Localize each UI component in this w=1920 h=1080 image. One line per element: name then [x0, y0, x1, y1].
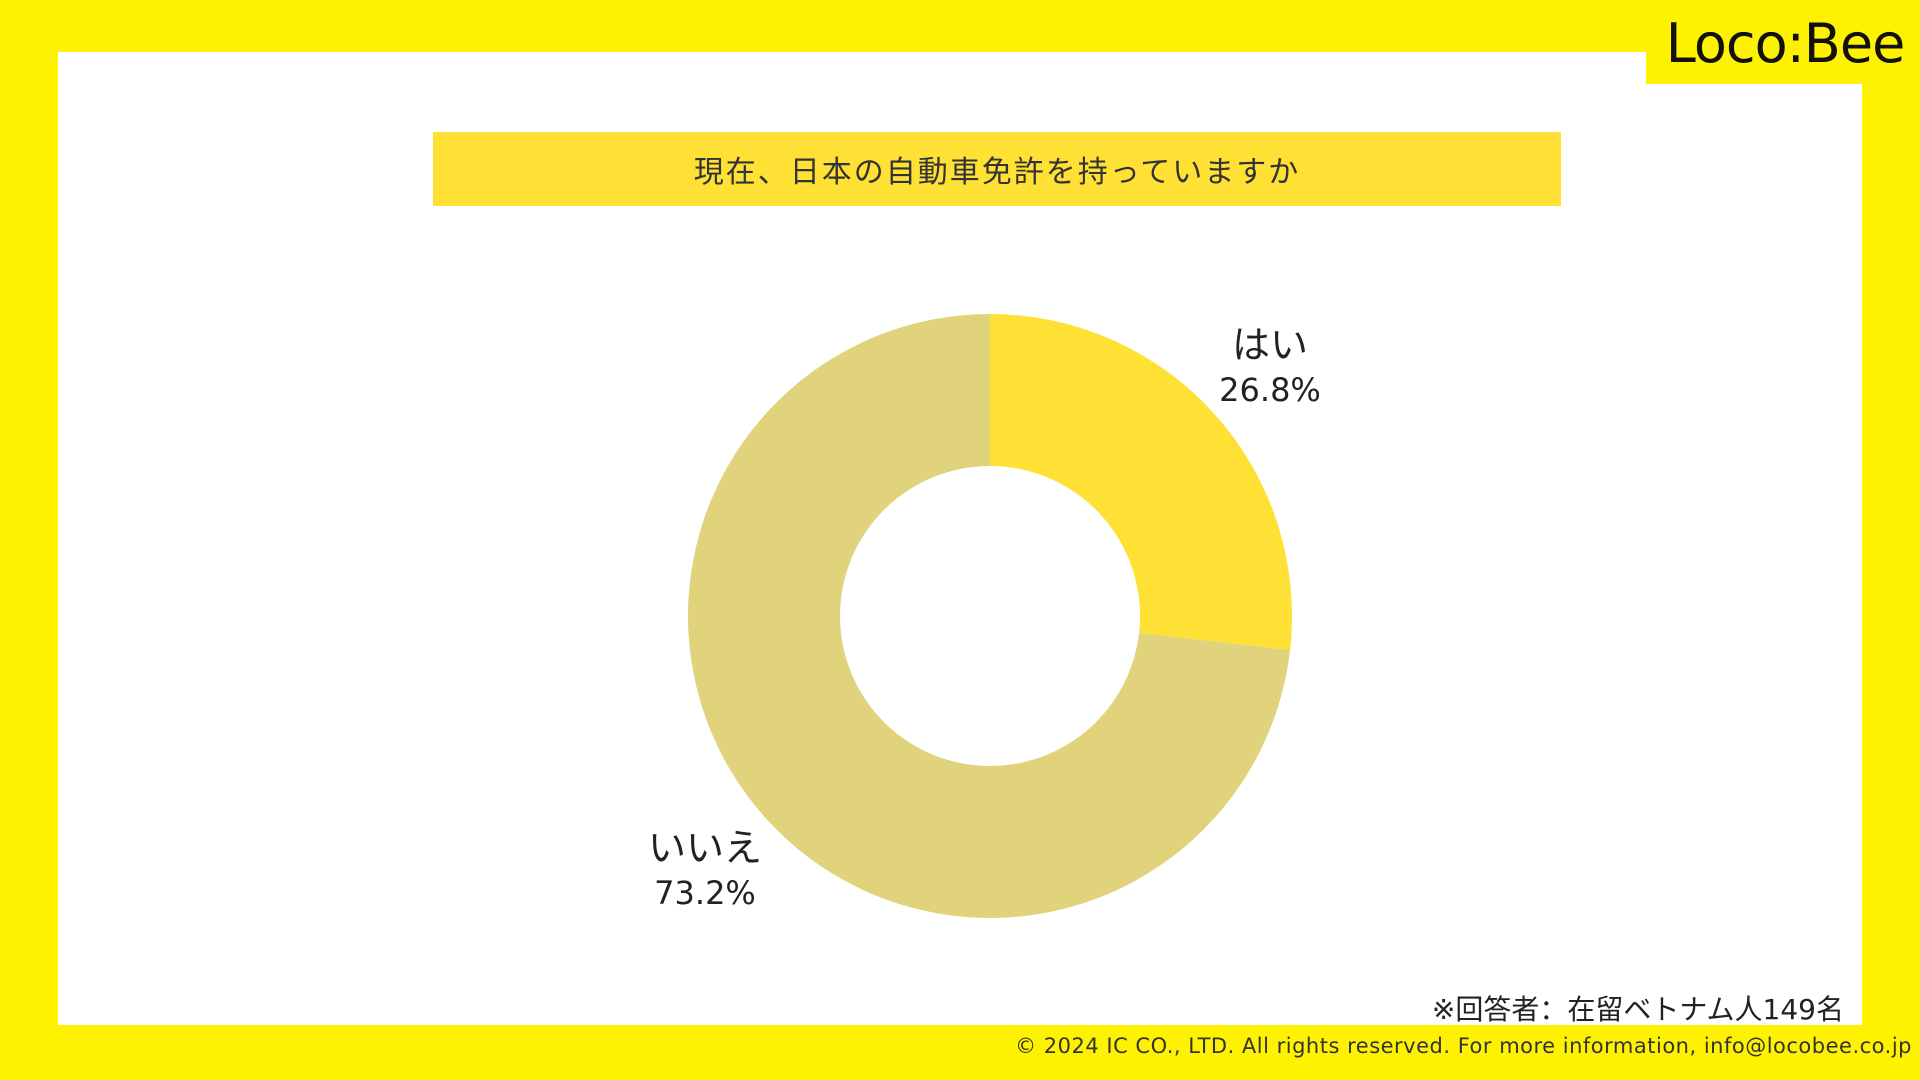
slice-value-no: 73.2%: [654, 873, 756, 912]
locobee-logo: Loco:Bee: [1665, 11, 1906, 75]
copyright-footer: © 2024 IC CO., LTD. All rights reserved.…: [1015, 1034, 1912, 1058]
logo-tab: [1646, 0, 1920, 84]
slice-category-yes: はい: [1231, 323, 1308, 367]
donut-hole: [840, 466, 1140, 766]
slice-label-yes: はい 26.8%: [1200, 322, 1340, 410]
respondent-note: ※回答者：在留ベトナム人149名: [1431, 993, 1844, 1026]
slice-label-no: いいえ 73.2%: [630, 825, 780, 913]
slice-category-no: いいえ: [647, 826, 762, 870]
chart-title: 現在、日本の自動車免許を持っていますか: [433, 132, 1561, 206]
slice-value-yes: 26.8%: [1219, 370, 1321, 409]
